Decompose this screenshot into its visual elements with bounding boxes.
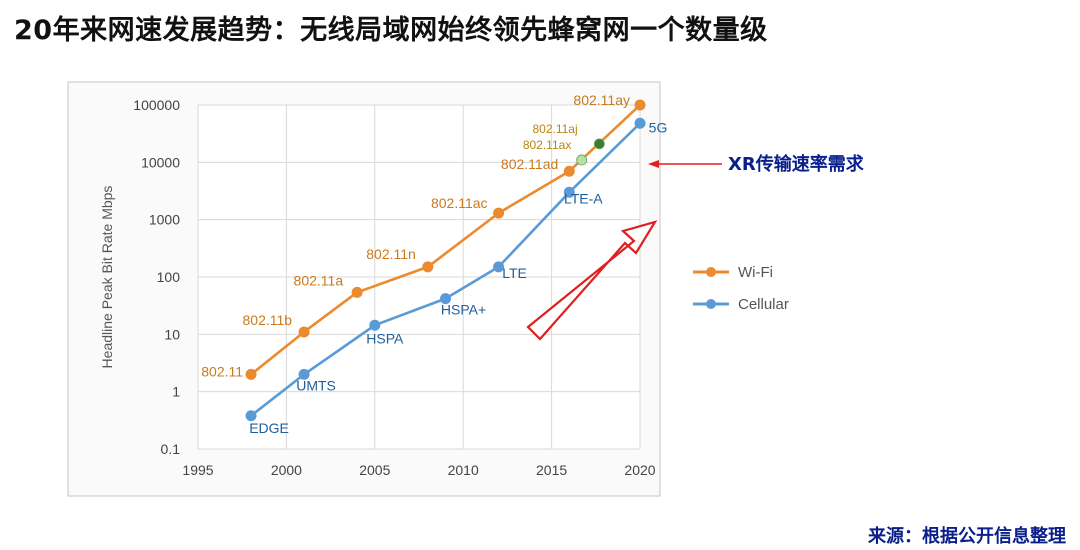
y-tick-label: 10000	[141, 154, 180, 170]
wifi-point-label: 802.11n	[366, 246, 416, 262]
cellular-point-label: 5G	[649, 119, 668, 135]
y-tick-label: 10	[164, 326, 180, 342]
legend-marker	[706, 267, 716, 277]
cellular-point-label: LTE-A	[564, 190, 603, 206]
wifi-point	[298, 326, 310, 338]
extra-wifi-point	[576, 154, 588, 166]
x-tick-label: 2005	[359, 462, 390, 478]
legend-marker	[706, 299, 716, 309]
trend-arrow	[526, 220, 658, 341]
cellular-point	[493, 261, 505, 273]
source-note: 来源：根据公开信息整理	[868, 526, 1066, 547]
xr-requirement-label: XR传输速率需求	[728, 154, 864, 175]
extra-wifi-label: 802.11ax	[523, 138, 572, 152]
cellular-point	[634, 117, 646, 129]
cellular-point	[298, 368, 310, 380]
wifi-point	[351, 286, 363, 298]
wifi-point-label: 802.11b	[243, 312, 293, 328]
wifi-point	[422, 261, 434, 273]
wifi-point-label: 802.11	[201, 363, 243, 379]
wifi-point-label: 802.11ay	[573, 92, 630, 108]
y-tick-label: 100	[157, 269, 181, 285]
y-tick-label: 1	[172, 384, 180, 400]
wifi-point	[493, 207, 505, 219]
legend-label: Wi-Fi	[738, 264, 773, 281]
legend-label: Cellular	[738, 296, 789, 313]
x-tick-label: 2015	[536, 462, 567, 478]
page-title: 20年来网速发展趋势：无线局域网始终领先蜂窝网一个数量级	[14, 15, 768, 46]
cellular-point	[245, 410, 257, 422]
cellular-point	[563, 186, 575, 198]
x-tick-label: 2000	[271, 462, 302, 478]
wifi-point-label: 802.11ad	[501, 156, 558, 172]
cellular-point	[440, 293, 452, 305]
extra-wifi-point	[593, 138, 605, 150]
cellular-point-label: HSPA	[366, 330, 404, 346]
cellular-point-label: HSPA+	[441, 302, 486, 318]
wifi-point	[634, 99, 646, 111]
cellular-point-label: UMTS	[296, 377, 336, 393]
cellular-point	[369, 319, 381, 331]
wifi-point	[563, 165, 575, 177]
x-tick-label: 1995	[182, 462, 213, 478]
y-tick-label: 1000	[149, 212, 180, 228]
wifi-point-label: 802.11ac	[431, 195, 488, 211]
x-tick-label: 2020	[624, 462, 655, 478]
y-axis-label: Headline Peak Bit Rate Mbps	[99, 186, 115, 369]
wifi-point-label: 802.11a	[294, 272, 344, 288]
cellular-point-label: EDGE	[249, 420, 289, 436]
y-tick-label: 100000	[133, 97, 180, 113]
extra-wifi-label: 802.11aj	[532, 122, 577, 136]
cellular-point-label: LTE	[502, 265, 527, 281]
x-tick-label: 2010	[448, 462, 479, 478]
wifi-point	[245, 368, 257, 380]
y-tick-label: 0.1	[161, 441, 181, 457]
xr-arrow-head	[648, 160, 659, 168]
